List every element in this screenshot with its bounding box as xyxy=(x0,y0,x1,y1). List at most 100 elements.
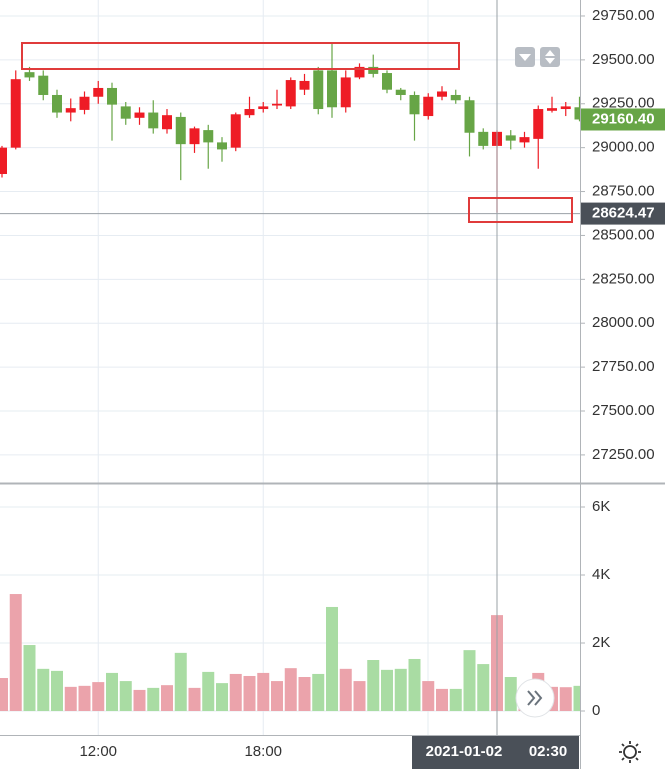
candle-body xyxy=(120,106,131,119)
crosshair-time-box xyxy=(412,736,579,769)
volume-bar xyxy=(477,664,490,711)
volume-bar xyxy=(51,670,63,711)
volume-bar xyxy=(78,685,91,711)
candle-body xyxy=(299,80,310,90)
candle-body xyxy=(10,79,21,148)
volume-bar xyxy=(559,687,572,711)
candle-body xyxy=(203,130,214,143)
volume-bar xyxy=(243,675,256,711)
volume-bar xyxy=(284,668,297,711)
candle-body xyxy=(533,109,544,139)
volume-bar xyxy=(449,688,462,711)
candle-body xyxy=(285,80,296,107)
candle-body xyxy=(65,108,76,113)
volume-bar xyxy=(106,672,118,711)
candle-body xyxy=(395,89,406,95)
candle-body xyxy=(272,103,282,106)
y-tick-label: 4K xyxy=(592,566,610,583)
candle-body xyxy=(148,112,159,129)
candle-body xyxy=(217,142,227,150)
volume-bar xyxy=(339,668,352,711)
candle-body xyxy=(162,115,172,130)
candle-body xyxy=(354,66,365,78)
candle-body xyxy=(409,94,420,115)
last-price-box xyxy=(581,108,665,131)
volume-bar xyxy=(0,678,8,711)
icon xyxy=(545,50,555,64)
candle-body xyxy=(519,137,530,143)
y-tick-label: 0 xyxy=(592,702,600,719)
candle-body xyxy=(464,100,475,133)
y-tick-label: 27750.00 xyxy=(592,358,655,375)
crosshair-time: 02:30 xyxy=(529,743,567,760)
y-tick-label: 28750.00 xyxy=(592,183,655,200)
y-tick-label: 29500.00 xyxy=(592,51,655,68)
volume-bar xyxy=(298,676,311,711)
volume-bar xyxy=(147,687,160,711)
volume-bar xyxy=(326,606,338,711)
volume-bar xyxy=(381,669,393,711)
candle-body xyxy=(93,87,104,97)
volume-bar xyxy=(202,671,215,711)
volume-bar xyxy=(174,652,187,711)
highlight-box xyxy=(468,197,573,223)
volume-bar xyxy=(37,668,50,711)
y-tick-label: 29250.00 xyxy=(592,95,655,112)
volume-bar xyxy=(23,645,36,711)
y-tick-label: 28000.00 xyxy=(592,314,655,331)
candle-body xyxy=(423,96,434,117)
candle-body xyxy=(505,135,516,141)
y-tick-label: 6K xyxy=(592,498,610,515)
y-tick-label: 2K xyxy=(592,634,610,651)
last-price-label: 29160.40 xyxy=(592,110,655,127)
volume-bar xyxy=(133,689,146,711)
volume-bar xyxy=(422,681,435,711)
volume-bar xyxy=(9,594,22,711)
volume-bar xyxy=(463,650,476,711)
candle-body xyxy=(258,106,269,110)
crosshair-date: 2021-01-02 xyxy=(426,743,503,760)
candle-body xyxy=(368,66,379,74)
candle-body xyxy=(340,77,351,108)
candle-body xyxy=(134,112,145,118)
volume-bar xyxy=(504,676,517,711)
candle-body xyxy=(382,73,392,90)
candle-body xyxy=(437,91,447,97)
volume-bar xyxy=(119,681,132,711)
volume-bar xyxy=(216,683,228,711)
candle-body xyxy=(327,70,337,108)
candle-body xyxy=(244,109,255,116)
crosshair-price-box xyxy=(581,202,665,225)
volume-bar xyxy=(229,673,242,711)
candle-body xyxy=(189,128,200,145)
volume-bar xyxy=(394,668,407,711)
icon[interactable] xyxy=(623,745,637,759)
candle-body xyxy=(175,116,186,145)
y-tick-label: 27250.00 xyxy=(592,446,655,463)
candle-body xyxy=(560,106,571,110)
candle-body xyxy=(478,131,489,146)
candle-body xyxy=(230,114,241,148)
candle-body xyxy=(574,107,580,120)
candle-body xyxy=(24,72,35,78)
scroll-button[interactable] xyxy=(515,678,555,718)
y-tick-label: 28250.00 xyxy=(592,270,655,287)
volume-bar xyxy=(436,688,448,711)
candle-body xyxy=(38,75,49,95)
highlight-box xyxy=(21,42,460,70)
candle-body xyxy=(107,87,117,105)
volume-bar xyxy=(92,682,105,711)
volume-bar xyxy=(161,685,173,711)
settings-button[interactable] xyxy=(619,741,641,763)
volume-bar xyxy=(312,673,325,711)
button[interactable] xyxy=(540,47,560,67)
candle-body xyxy=(0,147,7,174)
icon xyxy=(527,690,543,706)
x-tick-label: 18:00 xyxy=(244,743,282,760)
y-tick-label: 27500.00 xyxy=(592,402,655,419)
volume-bar xyxy=(64,686,77,711)
scale-buttons[interactable] xyxy=(515,47,560,67)
candle-body xyxy=(52,94,62,113)
